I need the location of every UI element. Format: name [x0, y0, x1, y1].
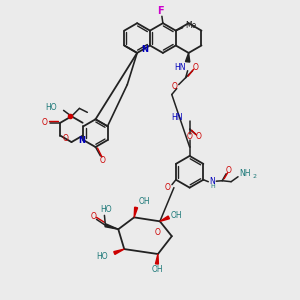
- Polygon shape: [185, 53, 190, 62]
- Text: HO: HO: [100, 205, 112, 214]
- Text: O: O: [41, 118, 47, 127]
- Polygon shape: [160, 216, 169, 221]
- Text: O: O: [225, 166, 231, 175]
- Text: HO: HO: [45, 103, 57, 112]
- Text: OH: OH: [152, 266, 164, 274]
- Text: N: N: [209, 177, 215, 186]
- Text: O: O: [196, 132, 202, 141]
- Text: OH: OH: [139, 197, 151, 206]
- Polygon shape: [105, 224, 118, 229]
- Text: NH: NH: [239, 169, 251, 178]
- Text: H: H: [210, 184, 214, 189]
- Text: O: O: [187, 132, 193, 141]
- Text: N: N: [78, 136, 85, 145]
- Polygon shape: [155, 254, 158, 264]
- Text: O: O: [63, 134, 69, 143]
- Text: O: O: [165, 183, 171, 192]
- Text: 2: 2: [253, 174, 257, 179]
- Text: N: N: [141, 45, 148, 54]
- Text: HN: HN: [174, 63, 185, 72]
- Text: O: O: [100, 156, 105, 165]
- Text: OH: OH: [171, 211, 183, 220]
- Text: F: F: [158, 6, 164, 16]
- Text: HO: HO: [96, 251, 107, 260]
- Polygon shape: [114, 249, 124, 254]
- Text: Me: Me: [185, 21, 196, 30]
- Text: O: O: [155, 228, 161, 237]
- Text: O: O: [91, 212, 97, 221]
- Text: O: O: [193, 63, 199, 72]
- Text: O: O: [172, 82, 178, 91]
- Text: HN: HN: [171, 113, 183, 122]
- Polygon shape: [134, 207, 138, 218]
